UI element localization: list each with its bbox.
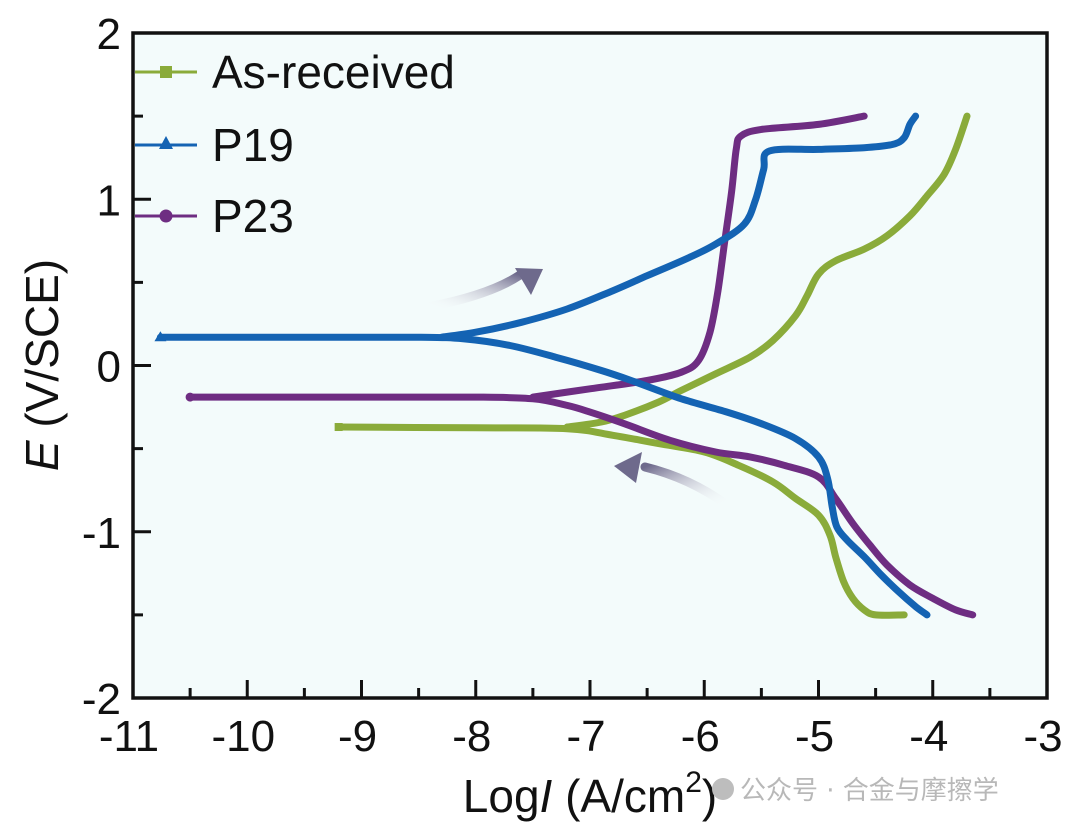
cathodic-branch-line	[156, 333, 931, 619]
legend-item-p23: P23	[135, 190, 294, 242]
x-tick-label: -5	[795, 712, 834, 761]
ticks-layer	[131, 31, 1049, 700]
x-tick-label: -3	[1023, 712, 1062, 761]
square-marker-icon	[160, 66, 172, 78]
y-tick-label: -1	[82, 509, 121, 558]
x-axis-title: LogI (A/cm2)	[463, 766, 717, 822]
y-tick-label: -2	[82, 675, 121, 724]
series-p23	[185, 112, 977, 619]
legend-label: P19	[212, 119, 294, 171]
y-tick-label: 1	[97, 176, 121, 225]
circle-marker-icon	[159, 209, 173, 223]
y-axis-title-rest: (V/SCE)	[16, 259, 68, 440]
series-layer	[154, 112, 977, 619]
x-tick-label: -4	[909, 712, 948, 761]
x-axis-title-prefix: Log	[463, 770, 540, 822]
series-as-received	[334, 112, 971, 619]
start-point-marker	[154, 331, 167, 342]
x-tick-label: -6	[681, 712, 720, 761]
x-axis-title-italic: I	[540, 770, 553, 822]
legend-item-p19: P19	[135, 119, 294, 171]
anodic-branch-line	[438, 112, 920, 341]
y-axis-title: E (V/SCE)	[16, 259, 68, 471]
y-axis-title-italic: E	[16, 439, 68, 471]
legend: As-received P19 P23	[135, 46, 455, 242]
x-tick-labels: -11 -10 -9 -8 -7 -6 -5 -4 -3	[99, 712, 1063, 761]
initial-segment-line	[338, 425, 568, 430]
cathodic-scan-arrow	[614, 452, 732, 510]
x-tick-label: -11	[99, 712, 159, 761]
series-p19	[154, 112, 931, 619]
start-point-marker	[334, 423, 343, 432]
wechat-icon	[712, 777, 734, 800]
x-tick-label: -9	[338, 712, 377, 761]
start-point-marker	[185, 392, 195, 402]
watermark: 公众号 · 合金与摩擦学	[712, 770, 999, 807]
x-tick-label: -10	[211, 712, 275, 761]
x-axis-title-unit: (A/cm	[552, 770, 685, 822]
legend-label: As-received	[212, 46, 455, 98]
anodic-scan-arrow	[423, 268, 543, 312]
legend-label: P23	[212, 190, 294, 242]
legend-item-as-received: As-received	[135, 46, 455, 98]
triangle-marker-icon	[159, 136, 173, 149]
y-tick-labels: 2 1 0 -1 -2	[82, 10, 121, 724]
watermark-text: 公众号 · 合金与摩擦学	[740, 776, 999, 806]
anodic-branch-line	[563, 112, 971, 431]
y-tick-label: 0	[97, 343, 121, 392]
y-tick-label: 2	[97, 10, 121, 59]
anodic-branch-line	[529, 112, 868, 401]
x-tick-label: -8	[452, 712, 491, 761]
cathodic-branch-line	[186, 393, 977, 619]
x-axis-title-sup: 2	[685, 766, 702, 799]
x-tick-label: -7	[566, 712, 605, 761]
